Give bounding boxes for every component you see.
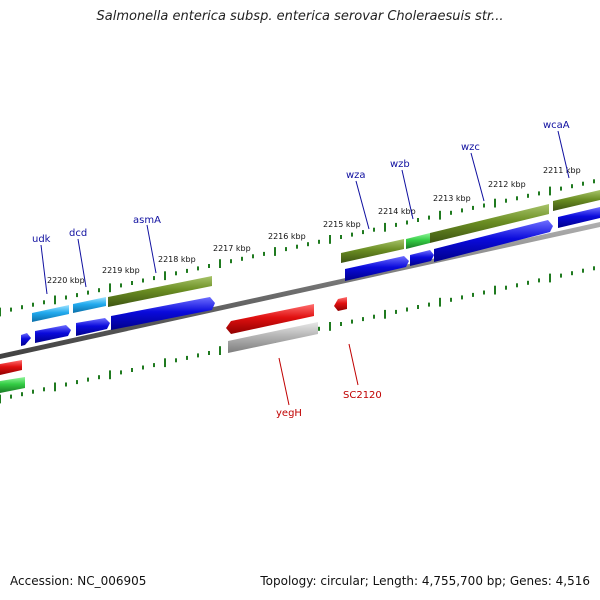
accession-text: Accession: NC_006905	[10, 574, 147, 588]
feature-left-red-1[interactable]	[0, 360, 22, 375]
feature-dcd-rna[interactable]	[73, 297, 106, 313]
leader-line	[557, 130, 570, 179]
kbp-label: 2219 kbp	[102, 266, 140, 275]
feature-asmA-gene[interactable]	[108, 276, 212, 307]
cds-dcd-arrow[interactable]	[76, 318, 110, 336]
gene-label-wza[interactable]: wza	[346, 170, 366, 181]
gene-label-wcaA[interactable]: wcaA	[543, 120, 570, 131]
feature-row-cds	[21, 207, 600, 346]
leader-line	[278, 357, 290, 406]
genome-stats-text: Topology: circular; Length: 4,755,700 bp…	[260, 574, 590, 588]
kbp-label: 2220 kbp	[47, 276, 85, 285]
gene-label-wzb[interactable]: wzb	[390, 159, 410, 170]
leader-line	[146, 224, 157, 274]
gene-label-SC2120[interactable]: SC2120	[343, 390, 382, 401]
leader-line	[355, 180, 370, 230]
kbp-label: 2213 kbp	[433, 194, 471, 203]
gene-label-yegH[interactable]: yegH	[276, 408, 302, 419]
gene-label-dcd[interactable]: dcd	[69, 228, 87, 239]
cds-wcaA-arrow[interactable]	[558, 207, 600, 228]
leader-line	[401, 169, 414, 220]
cds-yegH-arrow[interactable]	[226, 304, 314, 334]
map-title: Salmonella enterica subsp. enterica sero…	[96, 9, 504, 24]
kbp-label: 2211 kbp	[543, 166, 581, 175]
pseudo-yegH-gray[interactable]	[228, 322, 318, 353]
kbp-label: 2214 kbp	[378, 207, 416, 216]
feature-wzb-gene[interactable]	[406, 233, 430, 249]
gene-label-asmA[interactable]: asmA	[133, 215, 161, 226]
cds-wza-arrow[interactable]	[345, 256, 409, 281]
feature-wzc-gene[interactable]	[430, 204, 549, 243]
leader-line	[470, 152, 485, 202]
kbp-label: 2215 kbp	[323, 220, 361, 229]
cds-SC2120-arrow[interactable]	[334, 297, 347, 311]
feature-row-upper	[0, 190, 600, 393]
kbp-label: 2217 kbp	[213, 244, 251, 253]
kbp-label: 2212 kbp	[488, 180, 526, 189]
leader-line	[77, 238, 87, 288]
feature-row-reverse	[226, 297, 347, 353]
gene-label-wzc[interactable]: wzc	[461, 142, 480, 153]
genome-backbone	[0, 222, 600, 359]
cds-wzb-arrow[interactable]	[410, 250, 434, 266]
feature-udk-rna[interactable]	[32, 305, 69, 322]
feature-wza-gene[interactable]	[341, 239, 404, 263]
cds-arrow-1[interactable]	[21, 333, 31, 346]
leader-line	[40, 244, 48, 295]
gene-label-udk[interactable]: udk	[32, 234, 51, 245]
cds-asmA-arrow[interactable]	[111, 297, 215, 330]
cds-wzc-arrow[interactable]	[434, 220, 553, 262]
feature-left-green-1[interactable]	[0, 377, 25, 393]
kbp-label: 2216 kbp	[268, 232, 306, 241]
gene-labels-bottom: yegH SC2120	[276, 343, 382, 419]
tick-line-top	[0, 179, 595, 317]
kbp-label: 2218 kbp	[158, 255, 196, 264]
cds-udk-arrow[interactable]	[35, 325, 71, 343]
leader-line	[348, 343, 359, 386]
kbp-labels: 2220 kbp 2219 kbp 2218 kbp 2217 kbp 2216…	[47, 166, 581, 285]
feature-wcaA-gene[interactable]	[553, 190, 600, 211]
gene-labels-top: udk dcd asmA wza wzb wzc wcaA	[32, 120, 570, 295]
